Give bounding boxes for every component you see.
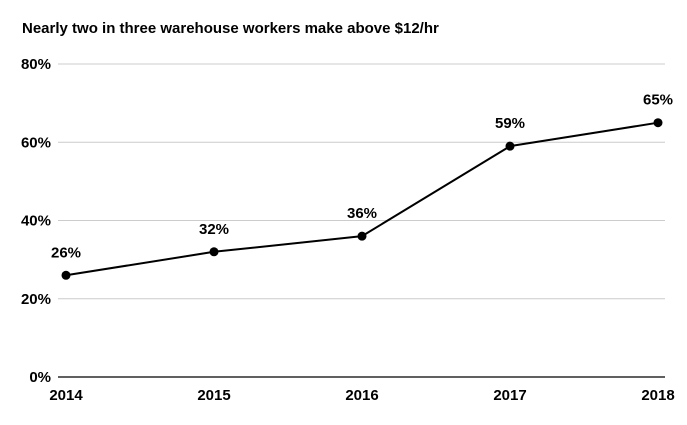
data-label: 65%: [643, 92, 673, 109]
data-point: [209, 247, 219, 257]
x-tick-label: 2017: [493, 387, 526, 404]
y-tick-label: 20%: [21, 291, 51, 308]
y-tick-label: 40%: [21, 213, 51, 230]
series-line: [65, 121, 659, 277]
data-label: 59%: [495, 115, 525, 132]
x-tick-label: 2016: [345, 387, 378, 404]
y-tick-label: 60%: [21, 134, 51, 151]
data-point: [505, 141, 515, 151]
x-tick-label: 2018: [641, 387, 674, 404]
data-point: [357, 231, 367, 241]
y-tick-label: 80%: [21, 56, 51, 73]
x-tick-label: 2015: [197, 387, 230, 404]
y-tick-label: 0%: [29, 369, 51, 386]
data-label: 36%: [347, 205, 377, 222]
data-point: [653, 118, 663, 128]
x-tick-label: 2014: [49, 387, 83, 404]
chart-title: Nearly two in three warehouse workers ma…: [22, 20, 439, 37]
data-label: 26%: [51, 244, 81, 261]
data-point: [61, 270, 71, 280]
data-label: 32%: [199, 221, 229, 238]
